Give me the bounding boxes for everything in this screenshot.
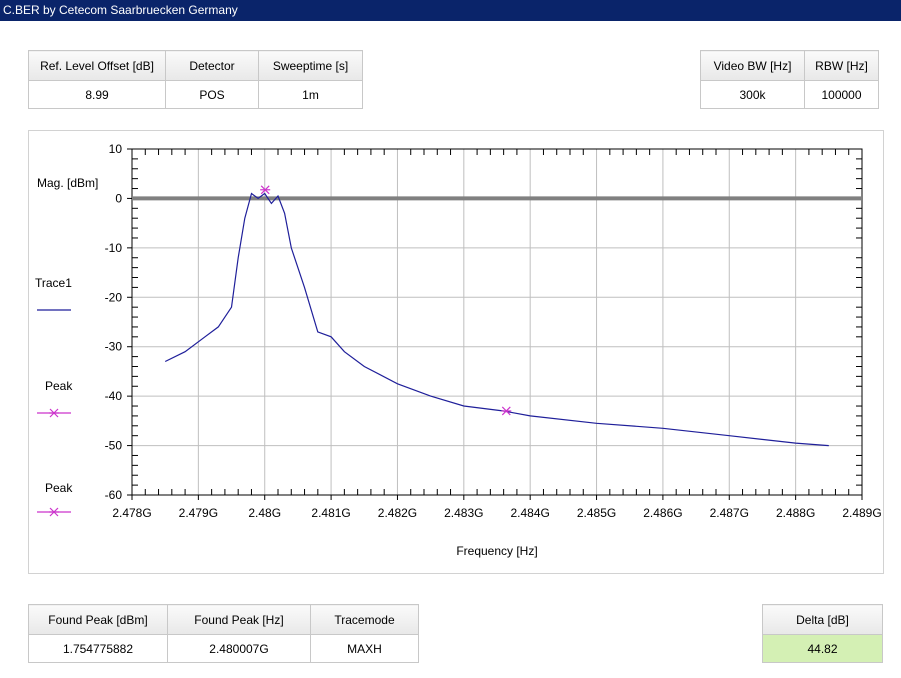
x-tick-label: 2.489G — [842, 506, 881, 520]
spectrum-chart: 2.478G 2.479G 2.48G 2.481G 2.482G 2.483G 2.484… — [37, 142, 882, 558]
y-tick-label: -60 — [105, 488, 123, 502]
x-tick-label: 2.48G — [248, 506, 281, 520]
legend-peak1-label: Peak — [45, 379, 73, 393]
ref-level-offset-value[interactable]: 8.99 — [28, 80, 166, 109]
x-axis-label: Frequency [Hz] — [456, 544, 537, 558]
y-tick-label: -10 — [105, 241, 123, 255]
settings-table-left: Ref. Level Offset [dB] Detector Sweeptim… — [28, 50, 363, 109]
delta-value: 44.82 — [762, 634, 883, 663]
y-tick-label: -30 — [105, 340, 123, 354]
rbw-header: RBW [Hz] — [804, 50, 879, 81]
plot-area — [131, 148, 863, 496]
delta-table: Delta [dB] 44.82 — [762, 604, 883, 663]
x-tick-label: 2.485G — [577, 506, 616, 520]
spectrum-chart-panel: 2.478G 2.479G 2.48G 2.481G 2.482G 2.483G 2.484… — [28, 130, 884, 574]
window-title-bar: C.BER by Cetecom Saarbruecken Germany — [0, 0, 901, 21]
sweeptime-header: Sweeptime [s] — [258, 50, 363, 81]
sweeptime-value[interactable]: 1m — [258, 80, 363, 109]
found-peak-hz-value: 2.480007G — [167, 634, 311, 663]
plot-border — [131, 148, 863, 496]
detector-value[interactable]: POS — [165, 80, 259, 109]
x-tick-label: 2.479G — [179, 506, 218, 520]
y-axis-label: Mag. [dBm] — [37, 176, 98, 190]
delta-header: Delta [dB] — [762, 604, 883, 635]
found-peak-dbm-value: 1.754775882 — [28, 634, 168, 663]
found-peak-hz-header: Found Peak [Hz] — [167, 604, 311, 635]
y-tick-label: 0 — [115, 191, 122, 205]
detector-header: Detector — [165, 50, 259, 81]
video-bw-header: Video BW [Hz] — [700, 50, 805, 81]
peak-marker — [260, 185, 270, 195]
x-tick-label: 2.488G — [776, 506, 815, 520]
tracemode-header: Tracemode — [310, 604, 419, 635]
x-tick-label: 2.484G — [510, 506, 549, 520]
x-tick-label: 2.482G — [378, 506, 417, 520]
trace-line — [164, 192, 829, 447]
y-tick-label: -20 — [105, 290, 123, 304]
peak-marker — [501, 406, 511, 416]
settings-table-right: Video BW [Hz] RBW [Hz] 300k 100000 — [700, 50, 879, 109]
x-tick-label: 2.487G — [710, 506, 749, 520]
tracemode-value[interactable]: MAXH — [310, 634, 419, 663]
rbw-value[interactable]: 100000 — [804, 80, 879, 109]
y-tick-label: 10 — [109, 142, 123, 156]
x-tick-label: 2.483G — [444, 506, 483, 520]
x-tick-label: 2.486G — [643, 506, 682, 520]
legend-trace1-label: Trace1 — [35, 276, 72, 290]
x-tick-label: 2.481G — [311, 506, 350, 520]
ref-level-offset-header: Ref. Level Offset [dB] — [28, 50, 166, 81]
found-peak-dbm-header: Found Peak [dBm] — [28, 604, 168, 635]
y-tick-label: -40 — [105, 389, 123, 403]
legend-peak2-label: Peak — [45, 481, 73, 495]
results-table: Found Peak [dBm] Found Peak [Hz] Tracemo… — [28, 604, 419, 663]
y-tick-label: -50 — [105, 439, 123, 453]
x-tick-label: 2.478G — [112, 506, 151, 520]
video-bw-value[interactable]: 300k — [700, 80, 805, 109]
window-title: C.BER by Cetecom Saarbruecken Germany — [3, 3, 238, 17]
